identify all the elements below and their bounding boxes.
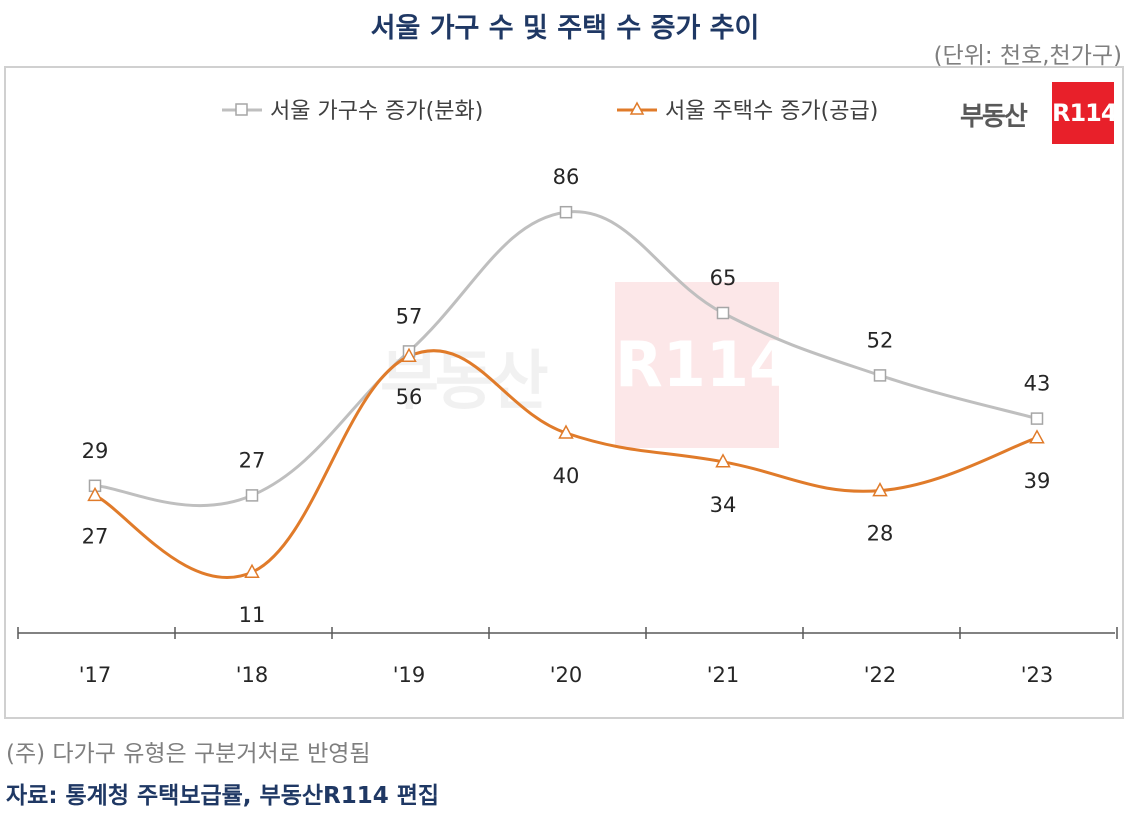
data-point-housing bbox=[401, 347, 417, 362]
data-label-households: 57 bbox=[396, 304, 423, 328]
data-point-housing bbox=[558, 424, 574, 439]
legend-marker-households bbox=[235, 103, 248, 116]
data-label-households: 86 bbox=[553, 165, 580, 189]
data-label-housing: 40 bbox=[553, 464, 580, 488]
data-label-households: 43 bbox=[1024, 372, 1051, 396]
legend-label-housing: 서울 주택수 증가(공급) bbox=[665, 99, 878, 124]
x-tick-label: '21 bbox=[707, 663, 740, 687]
source-note: 자료: 통계청 주택보급률, 부동산R114 편집 bbox=[6, 783, 440, 809]
data-point-households bbox=[245, 489, 259, 502]
data-point-housing bbox=[715, 453, 731, 468]
data-point-households bbox=[559, 205, 573, 219]
r114-logo: 부동산 R114 bbox=[960, 82, 1118, 146]
data-point-housing bbox=[244, 563, 260, 578]
data-label-housing: 11 bbox=[239, 603, 266, 627]
unit-label: (단위: 천호,천가구) bbox=[933, 43, 1122, 69]
logo-box: R114 bbox=[1052, 82, 1118, 144]
legend-marker-housing bbox=[629, 101, 645, 115]
data-point-households bbox=[873, 369, 887, 382]
series-line-households bbox=[94, 210, 1038, 508]
data-point-housing bbox=[1029, 429, 1045, 444]
data-point-households bbox=[1030, 412, 1044, 425]
x-tick-label: '22 bbox=[864, 663, 897, 687]
logo-text: 부동산 bbox=[960, 102, 1028, 132]
x-tick-label: '17 bbox=[79, 663, 112, 687]
x-tick-label: '20 bbox=[550, 663, 583, 687]
data-point-housing bbox=[87, 486, 103, 502]
data-label-housing: 34 bbox=[710, 493, 737, 517]
data-label-housing: 39 bbox=[1024, 469, 1051, 493]
data-label-households: 52 bbox=[867, 328, 894, 352]
data-label-housing: 56 bbox=[396, 385, 423, 409]
legend: 서울 가구수 증가(분화) 서울 주택수 증가(공급) bbox=[222, 99, 878, 124]
data-label-households: 29 bbox=[82, 439, 109, 463]
x-tick-label: '23 bbox=[1021, 663, 1054, 687]
data-label-housing: 28 bbox=[867, 522, 894, 546]
x-tick-label: '18 bbox=[236, 663, 269, 687]
data-label-households: 27 bbox=[239, 448, 266, 472]
chart-title: 서울 가구 수 및 주택 수 증가 추이 bbox=[370, 13, 760, 44]
chart-frame bbox=[4, 66, 1124, 719]
legend-label-households: 서울 가구수 증가(분화) bbox=[270, 99, 483, 124]
x-tick-label: '19 bbox=[393, 663, 426, 687]
data-point-housing bbox=[872, 482, 888, 497]
data-label-housing: 27 bbox=[82, 524, 109, 548]
data-label-households: 65 bbox=[710, 266, 737, 290]
data-point-households bbox=[716, 306, 730, 320]
footnote: (주) 다가구 유형은 구분거처로 반영됨 bbox=[6, 741, 371, 767]
